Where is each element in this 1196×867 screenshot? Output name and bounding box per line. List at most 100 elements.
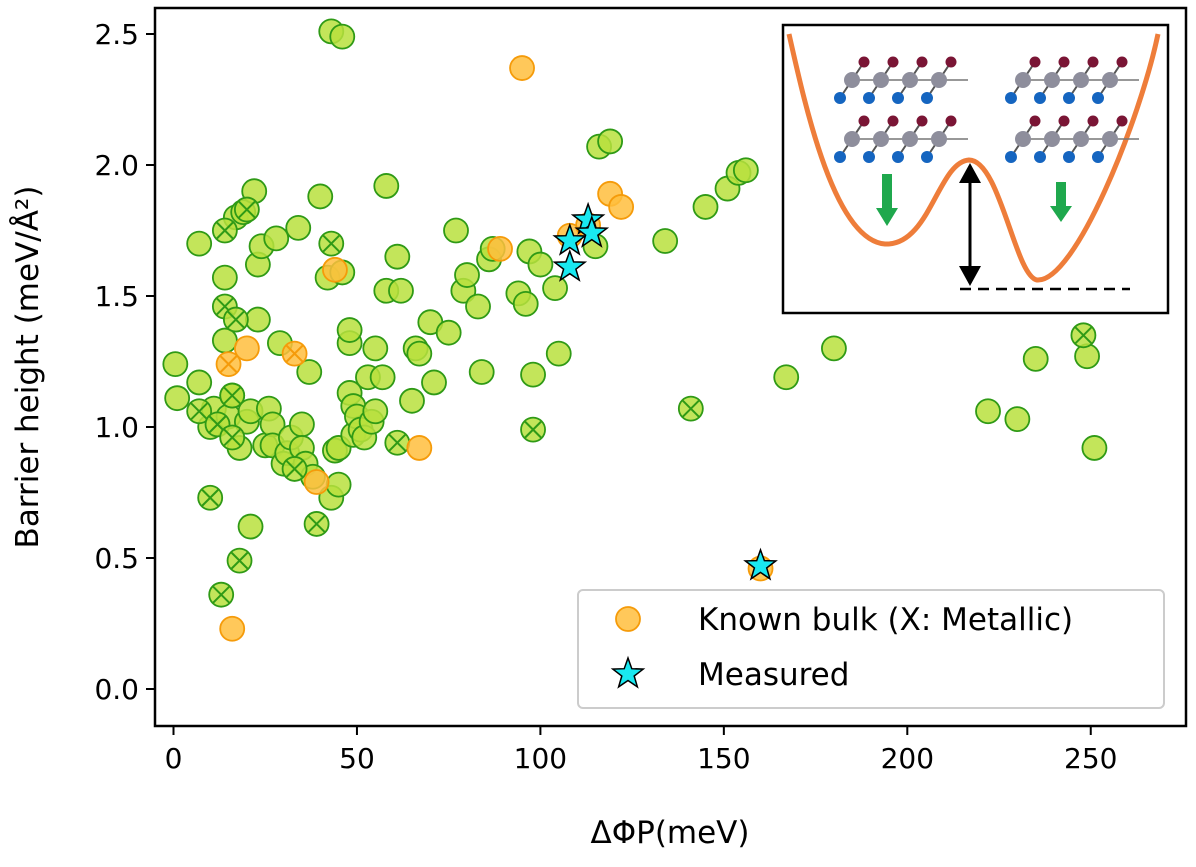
- x-tick-label: 50: [339, 742, 375, 775]
- inset-double-well: [781, 23, 1170, 315]
- predicted-point: [164, 385, 191, 412]
- y-tick-label: 2.5: [94, 18, 139, 51]
- predicted-point: [520, 361, 546, 388]
- data-points: [162, 18, 1108, 642]
- predicted-point: [362, 398, 389, 425]
- predicted-point-metallic: [677, 395, 704, 422]
- legend-marker-measured: [610, 655, 646, 689]
- predicted-point-metallic: [384, 429, 411, 456]
- predicted-point: [237, 513, 264, 540]
- predicted-point: [454, 262, 480, 288]
- predicted-point: [244, 306, 271, 333]
- predicted-point: [443, 217, 469, 244]
- green-arrow-right: [1050, 182, 1072, 222]
- predicted-point: [285, 214, 312, 241]
- predicted-point-metallic: [226, 547, 253, 574]
- predicted-point-metallic: [208, 581, 235, 608]
- x-tick-label: 0: [165, 742, 183, 775]
- predicted-point: [289, 411, 315, 438]
- predicted-point: [388, 277, 414, 304]
- predicted-point: [652, 228, 679, 254]
- predicted-point: [773, 364, 800, 391]
- y-tick-label: 1.5: [94, 280, 139, 313]
- inset-frame: [781, 23, 1170, 315]
- predicted-point: [325, 471, 352, 498]
- predicted-point: [512, 290, 539, 317]
- legend-label-measured: Measured: [698, 657, 849, 693]
- predicted-point: [545, 340, 572, 367]
- predicted-point: [421, 369, 447, 396]
- y-tick-label: 0.0: [94, 673, 139, 706]
- x-axis-ticks: 0 50 100 150 200 250: [165, 726, 1117, 775]
- atomic-layer: [834, 115, 968, 163]
- predicted-point: [597, 128, 624, 155]
- measured-point: [552, 248, 588, 282]
- predicted-point: [435, 319, 462, 346]
- predicted-point: [527, 251, 554, 278]
- green-arrow-left: [876, 174, 898, 226]
- predicted-point: [399, 387, 425, 414]
- double-well-curve: [786, 33, 1161, 283]
- x-tick-label: 150: [697, 742, 750, 775]
- predicted-point-metallic: [219, 382, 246, 409]
- predicted-point: [821, 335, 847, 362]
- barrier-arrow-head-up: [959, 163, 981, 183]
- predicted-point: [1022, 345, 1049, 372]
- x-tick-label: 250: [1064, 742, 1117, 775]
- predicted-point: [329, 23, 356, 50]
- predicted-point: [384, 243, 411, 270]
- predicted-point-metallic: [1070, 322, 1097, 349]
- predicted-point: [1074, 343, 1100, 370]
- predicted-point: [373, 173, 400, 199]
- known-bulk-point: [303, 469, 330, 495]
- predicted-point-metallic: [186, 398, 213, 425]
- barrier-arrow-head-down: [959, 266, 981, 286]
- measured-point: [552, 222, 588, 256]
- known-bulk-point: [219, 615, 246, 642]
- y-axis-label: Barrier height (meV/Å²): [10, 186, 46, 549]
- bilayer-structures: [834, 56, 1139, 163]
- predicted-point-metallic: [219, 424, 246, 451]
- predicted-point-metallic: [303, 511, 330, 537]
- known-bulk-point: [233, 335, 260, 362]
- atomic-layer: [1005, 115, 1139, 163]
- known-bulk-point-metallic: [281, 340, 308, 367]
- predicted-point: [1004, 406, 1031, 433]
- predicted-point: [732, 157, 759, 184]
- predicted-point-metallic: [211, 217, 238, 244]
- predicted-point: [369, 364, 396, 391]
- predicted-point: [211, 264, 238, 291]
- atomic-layer: [834, 56, 968, 104]
- predicted-point: [336, 317, 363, 343]
- measured-point: [743, 547, 778, 581]
- predicted-point-metallic: [222, 306, 249, 333]
- x-axis-label: ΔΦP(meV): [591, 815, 750, 851]
- predicted-point: [186, 369, 213, 396]
- known-bulk-point: [608, 194, 635, 220]
- predicted-point: [406, 340, 433, 367]
- y-axis-ticks: 0.0 0.5 1.0 1.5 2.0 2.5: [94, 18, 155, 706]
- predicted-point: [307, 183, 334, 210]
- predicted-point: [296, 359, 323, 385]
- predicted-point-metallic: [233, 196, 260, 223]
- legend-marker-known-bulk: [615, 606, 641, 632]
- known-bulk-point-metallic: [215, 351, 242, 378]
- known-bulk-point: [509, 55, 535, 81]
- predicted-point: [975, 398, 1001, 425]
- legend-label-known-bulk: Known bulk (X: Metallic): [698, 602, 1073, 638]
- y-tick-label: 1.0: [94, 411, 139, 444]
- predicted-point: [162, 351, 189, 378]
- predicted-point-metallic: [197, 484, 224, 511]
- predicted-point: [1081, 435, 1108, 461]
- y-tick-label: 0.5: [94, 542, 139, 575]
- predicted-point-metallic: [520, 416, 546, 443]
- x-tick-label: 100: [514, 742, 567, 775]
- predicted-point: [692, 194, 719, 220]
- predicted-point: [186, 230, 213, 257]
- predicted-point: [362, 335, 389, 362]
- legend-frame: [577, 589, 1165, 709]
- plot-frame: [153, 6, 1188, 728]
- atomic-layer: [1005, 56, 1139, 104]
- predicted-point: [468, 359, 495, 385]
